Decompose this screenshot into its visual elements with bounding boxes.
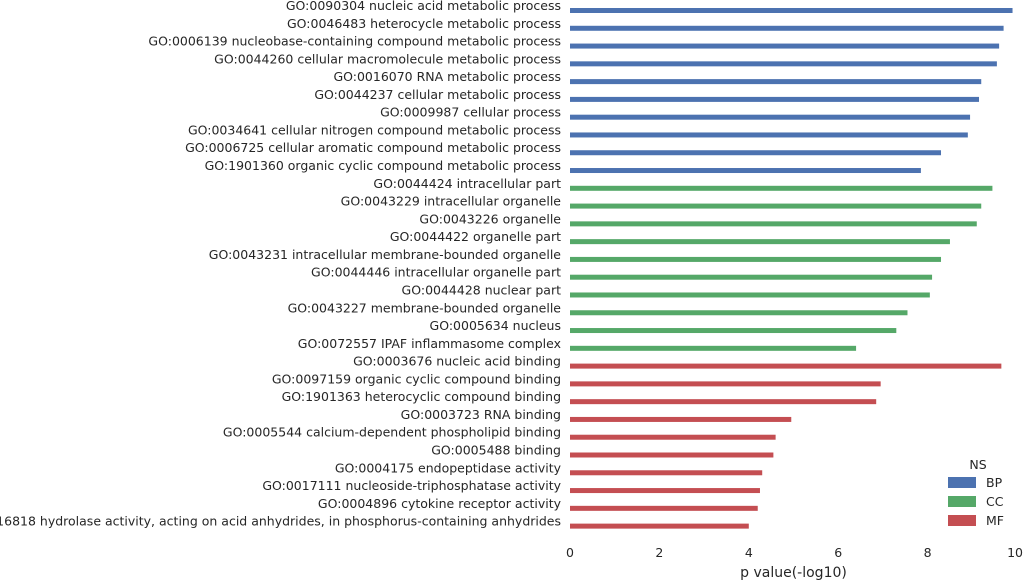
category-label: GO:0034641 cellular nitrogen compound me… (188, 122, 561, 137)
category-label: GO:1901360 organic cyclic compound metab… (205, 158, 561, 173)
category-label: GO:0072557 IPAF inflammasome complex (298, 336, 561, 351)
category-label: GO:0043226 organelle (419, 211, 561, 226)
bar-cc-10 (570, 185, 993, 191)
bar-cc-18 (570, 328, 897, 334)
bar-mf-26 (570, 470, 763, 476)
x-tick-label: 6 (834, 545, 842, 560)
legend-swatch-cc (948, 496, 976, 507)
legend-entries: BP CC MF (948, 475, 1004, 528)
bar-cc-15 (570, 274, 933, 280)
bar-bp-6 (570, 114, 971, 120)
category-label: GO:0044237 cellular metabolic process (314, 87, 561, 102)
legend-label-mf: MF (986, 513, 1004, 528)
legend-title: NS (969, 457, 986, 472)
bar-mf-20 (570, 363, 1002, 369)
x-tick-label: 0 (566, 545, 574, 560)
bar-mf-24 (570, 434, 776, 440)
category-label: GO:0097159 organic cyclic compound bindi… (272, 371, 561, 386)
bar-cc-13 (570, 239, 950, 245)
x-tick-label: 2 (655, 545, 663, 560)
legend-label-cc: CC (986, 494, 1004, 509)
legend-label-bp: BP (986, 475, 1003, 490)
x-tick-label: 4 (745, 545, 753, 560)
bar-cc-11 (570, 203, 982, 209)
category-label: GO:1901363 heterocyclic compound binding (282, 389, 561, 404)
category-label: GO:0044260 cellular macromolecule metabo… (214, 51, 561, 66)
bar-mf-21 (570, 381, 881, 387)
x-axis-ticks: 0 2 4 6 8 10 (566, 545, 1023, 560)
bar-mf-25 (570, 452, 774, 458)
bar-mf-23 (570, 416, 792, 422)
bar-mf-28 (570, 505, 758, 511)
category-label: GO:0044424 intracellular part (373, 176, 561, 191)
bar-mf-29 (570, 523, 749, 529)
category-label: GO:0005634 nucleus (430, 318, 561, 333)
category-label: GO:0046483 heterocycle metabolic process (287, 16, 561, 31)
bar-cc-17 (570, 310, 908, 316)
category-label: GO:0004175 endopeptidase activity (335, 460, 562, 475)
bar-cc-12 (570, 221, 977, 227)
category-label: GO:0005488 binding (431, 443, 561, 458)
bar-cc-16 (570, 292, 930, 298)
bar-bp-5 (570, 96, 980, 102)
x-tick-label: 8 (924, 545, 932, 560)
bar-bp-3 (570, 61, 997, 67)
bar-bp-7 (570, 132, 968, 138)
bar-bp-1 (570, 25, 1004, 31)
bar-bp-2 (570, 43, 1000, 49)
category-label: GO:0043229 intracellular organelle (341, 194, 562, 209)
bar-cc-19 (570, 345, 857, 351)
category-label: GO:0005544 calcium-dependent phospholipi… (223, 425, 561, 440)
category-label: GO:0016070 RNA metabolic process (333, 69, 561, 84)
category-label: GO:0090304 nucleic acid metabolic proces… (286, 0, 561, 13)
bar-bp-8 (570, 150, 942, 156)
bar-mf-27 (570, 488, 760, 494)
legend: NS BP CC MF (948, 457, 1004, 528)
category-label: GO:0016818 hydrolase activity, acting on… (0, 514, 561, 529)
category-labels: GO:0090304 nucleic acid metabolic proces… (0, 0, 562, 529)
category-label: GO:0004896 cytokine receptor activity (318, 496, 562, 511)
category-label: GO:0044428 nuclear part (402, 282, 562, 297)
category-label: GO:0044422 organelle part (390, 229, 561, 244)
bar-cc-14 (570, 256, 942, 262)
bar-bp-9 (570, 168, 921, 174)
category-label: GO:0003676 nucleic acid binding (353, 354, 561, 369)
x-tick-label: 10 (1007, 545, 1023, 560)
bar-bp-4 (570, 79, 982, 85)
category-label: GO:0003723 RNA binding (401, 407, 561, 422)
category-label: GO:0017111 nucleoside-triphosphatase act… (262, 478, 561, 493)
category-label: GO:0006139 nucleobase-containing compoun… (148, 34, 561, 49)
category-label: GO:0043227 membrane-bounded organelle (288, 300, 562, 315)
legend-swatch-bp (948, 477, 976, 488)
bar-bp-0 (570, 8, 1013, 13)
bar-mf-22 (570, 399, 877, 405)
category-label: GO:0009987 cellular process (380, 105, 561, 120)
category-label: GO:0006725 cellular aromatic compound me… (185, 140, 561, 155)
category-label: GO:0044446 intracellular organelle part (311, 265, 561, 280)
legend-swatch-mf (948, 515, 976, 526)
category-label: GO:0043231 intracellular membrane-bounde… (209, 247, 562, 262)
bars-group (570, 8, 1013, 529)
x-axis-title: p value(-log10) (740, 565, 847, 581)
